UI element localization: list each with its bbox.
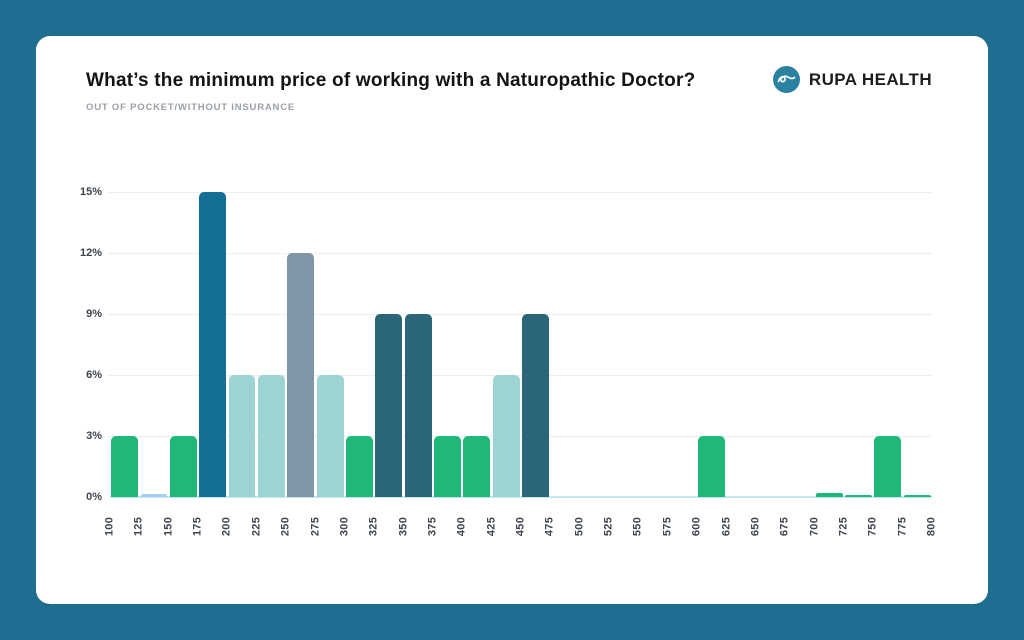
x-tick-label: 750 bbox=[866, 516, 879, 537]
axis-baseline bbox=[110, 496, 932, 498]
bar bbox=[492, 375, 520, 497]
bar bbox=[316, 375, 344, 497]
bar bbox=[199, 192, 227, 497]
x-tick-label: 200 bbox=[220, 516, 233, 537]
bar bbox=[111, 436, 139, 497]
y-tick-label: 0% bbox=[86, 491, 102, 503]
page-title: What’s the minimum price of working with… bbox=[86, 70, 696, 91]
page-subtitle: OUT OF POCKET/WITHOUT INSURANCE bbox=[86, 102, 295, 113]
bar bbox=[404, 314, 432, 497]
x-tick-label: 250 bbox=[279, 516, 292, 537]
rupa-wave-icon bbox=[772, 66, 800, 93]
bar bbox=[463, 436, 491, 497]
x-tick-label: 300 bbox=[338, 516, 351, 537]
rupa-logo: RUPA HEALTH bbox=[772, 66, 932, 93]
y-tick-label: 15% bbox=[79, 186, 102, 198]
bar bbox=[522, 314, 550, 497]
x-tick-label: 400 bbox=[455, 516, 468, 537]
y-tick-label: 3% bbox=[86, 430, 102, 442]
x-tick-label: 550 bbox=[631, 516, 644, 537]
gridline bbox=[108, 314, 932, 315]
x-tick-label: 500 bbox=[573, 516, 586, 537]
bar bbox=[169, 436, 197, 497]
chart: 0% 3% 6% 9% 12% 15% 100 125 150 175 200 225 250 275 30… bbox=[36, 36, 988, 604]
chart-card: What’s the minimum price of working with… bbox=[36, 36, 988, 604]
x-tick-label: 175 bbox=[191, 516, 204, 537]
bar bbox=[228, 375, 256, 497]
gridline bbox=[108, 375, 932, 376]
x-tick-label: 650 bbox=[749, 516, 762, 537]
bar bbox=[698, 436, 726, 497]
x-tick-label: 350 bbox=[397, 516, 410, 537]
gridline bbox=[108, 253, 932, 254]
x-tick-label: 575 bbox=[661, 516, 674, 537]
bar bbox=[434, 436, 461, 497]
plot-area: 0% 3% 6% 9% 12% 15% 100 125 150 175 200 225 250 275 30… bbox=[36, 36, 988, 604]
x-tick-label: 425 bbox=[485, 516, 498, 537]
x-tick-label: 600 bbox=[690, 516, 703, 537]
x-tick-label: 125 bbox=[132, 516, 145, 537]
bar bbox=[874, 436, 902, 497]
bar bbox=[140, 493, 168, 497]
x-tick-label: 775 bbox=[896, 516, 909, 537]
x-tick-label: 725 bbox=[837, 516, 850, 537]
bar bbox=[815, 492, 843, 497]
logo-text: RUPA HEALTH bbox=[808, 69, 932, 89]
x-tick-label: 675 bbox=[778, 516, 791, 537]
x-tick-label: 325 bbox=[367, 516, 380, 537]
x-tick-label: 150 bbox=[162, 516, 175, 537]
x-tick-label: 800 bbox=[925, 516, 938, 537]
x-tick-label: 375 bbox=[426, 516, 439, 537]
bar bbox=[346, 436, 373, 497]
x-tick-label: 100 bbox=[103, 516, 116, 537]
x-tick-label: 525 bbox=[602, 516, 615, 537]
bar bbox=[257, 375, 285, 497]
x-tick-label: 625 bbox=[720, 516, 732, 537]
x-tick-label: 700 bbox=[808, 516, 821, 537]
x-tick-label: 225 bbox=[250, 516, 263, 537]
bar bbox=[287, 253, 315, 497]
bar bbox=[845, 494, 872, 497]
gridline bbox=[108, 192, 932, 193]
y-tick-label: 9% bbox=[86, 308, 102, 320]
bar bbox=[903, 494, 931, 497]
y-tick-label: 6% bbox=[86, 369, 102, 381]
x-tick-label: 450 bbox=[514, 516, 527, 537]
y-tick-label: 12% bbox=[79, 247, 102, 259]
gridline bbox=[108, 436, 932, 437]
bar bbox=[375, 314, 403, 497]
x-tick-label: 475 bbox=[543, 516, 556, 537]
x-tick-label: 275 bbox=[309, 516, 321, 537]
